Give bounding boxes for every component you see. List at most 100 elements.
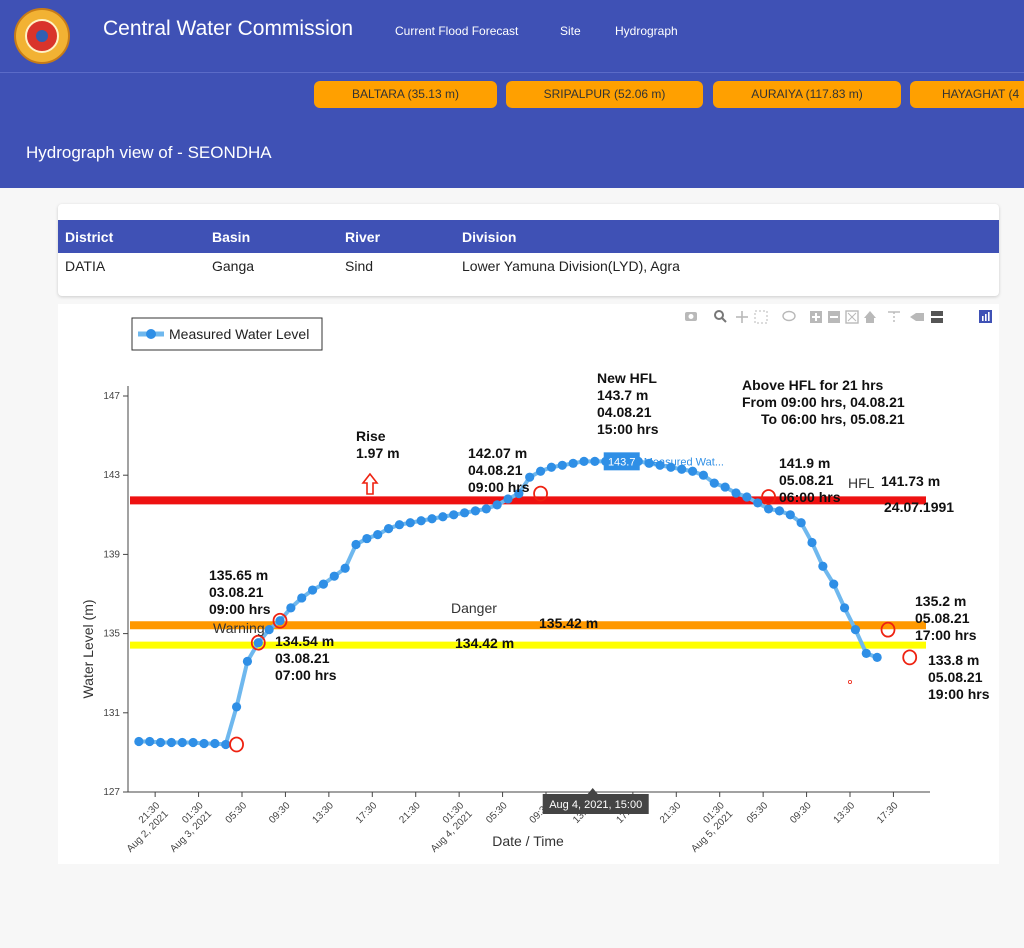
data-point bbox=[286, 603, 296, 613]
annotation-text: 04.08.21 bbox=[468, 462, 523, 478]
brand-title[interactable]: Central Water Commission bbox=[103, 17, 354, 40]
nav-site[interactable]: Site bbox=[560, 24, 581, 38]
data-point bbox=[449, 510, 459, 520]
highlight-ring bbox=[272, 612, 288, 629]
data-point bbox=[579, 456, 589, 466]
x-axis-title: Date / Time bbox=[492, 833, 564, 849]
autoscale-icon[interactable] bbox=[845, 310, 859, 324]
x-tick-label-line: 13:30 bbox=[311, 800, 337, 826]
data-point bbox=[145, 736, 155, 747]
data-point bbox=[470, 506, 481, 516]
data-point bbox=[297, 593, 307, 603]
annotation-text: 141.9 m bbox=[779, 455, 830, 471]
hover-tooltip: 143.7 Measured Wat... Aug 4, 2021, 15:00 bbox=[542, 452, 724, 814]
y-tick-label: 127 bbox=[103, 787, 120, 798]
page-title: Hydrograph view of - SEONDHA bbox=[26, 143, 272, 162]
hover-closest-icon[interactable] bbox=[910, 313, 924, 321]
x-tick-label-line: 13:30 bbox=[832, 800, 858, 826]
data-point bbox=[774, 506, 785, 516]
y-tick-label: 131 bbox=[103, 708, 120, 719]
nav-current-flood-forecast[interactable]: Current Flood Forecast bbox=[395, 24, 519, 38]
annotation-text: 135.65 m bbox=[209, 567, 268, 583]
data-point bbox=[166, 737, 177, 748]
legend-label: Measured Water Level bbox=[169, 326, 309, 342]
annotation-text: 04.08.21 bbox=[597, 404, 652, 420]
nav-hydrograph[interactable]: Hydrograph bbox=[615, 24, 678, 38]
data-point bbox=[318, 579, 329, 589]
zoom-in-icon[interactable] bbox=[810, 311, 822, 323]
top-navbar: Central Water Commission Current Flood F… bbox=[0, 0, 1024, 72]
data-point bbox=[264, 625, 274, 635]
legend-marker bbox=[146, 329, 156, 339]
title-bar: Hydrograph view of - SEONDHA bbox=[0, 116, 1024, 188]
zoom-icon[interactable] bbox=[714, 310, 727, 323]
pan-icon[interactable] bbox=[736, 311, 748, 323]
zoom-out-icon[interactable] bbox=[828, 311, 840, 323]
hover-series-text: Measured Wat... bbox=[644, 456, 724, 468]
home-icon[interactable] bbox=[864, 311, 876, 323]
data-point bbox=[546, 462, 557, 472]
reference-label: Danger bbox=[451, 600, 497, 616]
station-button[interactable]: BALTARA (35.13 m) bbox=[314, 81, 497, 108]
x-tick-label-line: 17:30 bbox=[354, 800, 380, 826]
data-point bbox=[709, 478, 719, 488]
data-point bbox=[861, 648, 871, 658]
rise-arrow-icon bbox=[361, 472, 379, 495]
data-point bbox=[666, 462, 676, 472]
data-point bbox=[275, 616, 285, 626]
x-tick-label: 17:30 bbox=[354, 800, 380, 826]
x-tick-label-line: 21:30 bbox=[658, 800, 684, 826]
cell-basin: Ganga bbox=[212, 258, 255, 274]
annotation-text: To 06:00 hrs, 05.08.21 bbox=[761, 411, 905, 427]
data-point bbox=[329, 571, 339, 581]
data-point bbox=[796, 518, 806, 528]
camera-icon[interactable] bbox=[685, 312, 697, 321]
highlighted-points bbox=[229, 485, 918, 753]
annotation-text: New HFL bbox=[597, 370, 657, 386]
data-point bbox=[177, 737, 187, 748]
reference-date-label: 24.07.1991 bbox=[884, 499, 954, 515]
chart-legend[interactable]: Measured Water Level bbox=[131, 317, 323, 351]
hover-value-text: 143.7 bbox=[608, 456, 636, 468]
annotation-text: Rise bbox=[356, 428, 386, 444]
hydrograph-svg[interactable]: Measured Water Level Date / Time Water L… bbox=[58, 304, 999, 864]
cwc-logo[interactable] bbox=[14, 8, 70, 64]
annotation-text: 134.54 m bbox=[275, 633, 334, 649]
station-button[interactable]: HAYAGHAT (4 bbox=[910, 81, 1024, 108]
annotation-text: 135.2 m bbox=[915, 593, 966, 609]
header-river: River bbox=[345, 229, 381, 245]
annotation-text: 143.7 m bbox=[597, 387, 648, 403]
header-district: District bbox=[65, 229, 114, 245]
reference-label: Warning bbox=[213, 620, 265, 636]
annotation-text: 03.08.21 bbox=[209, 584, 264, 600]
data-point bbox=[188, 737, 198, 748]
x-tick-label-line: 09:30 bbox=[788, 800, 814, 826]
x-tick-label: 21:30 bbox=[658, 800, 684, 826]
box-select-icon[interactable] bbox=[754, 310, 768, 324]
annotation-text: 06:00 hrs bbox=[779, 489, 841, 505]
data-point bbox=[590, 456, 600, 466]
station-button[interactable]: SRIPALPUR (52.06 m) bbox=[506, 81, 703, 108]
header-basin: Basin bbox=[212, 229, 251, 245]
data-point bbox=[199, 738, 209, 749]
annotation-text: 19:00 hrs bbox=[928, 686, 990, 702]
data-point bbox=[742, 492, 752, 502]
data-point bbox=[221, 739, 231, 750]
annotation-text: 09:00 hrs bbox=[468, 479, 530, 495]
y-tick-label: 139 bbox=[103, 549, 120, 560]
hover-compare-icon[interactable] bbox=[931, 311, 943, 323]
lasso-select-icon[interactable] bbox=[782, 310, 796, 322]
station-button[interactable]: AURAIYA (117.83 m) bbox=[713, 81, 901, 108]
plotly-logo-icon[interactable] bbox=[979, 310, 992, 323]
annotation-text: 03.08.21 bbox=[275, 650, 330, 666]
y-tick-label: 143 bbox=[103, 470, 120, 481]
data-point bbox=[514, 489, 524, 499]
highlight-ring bbox=[533, 485, 548, 502]
spike-lines-icon[interactable] bbox=[888, 311, 900, 322]
data-point bbox=[383, 524, 394, 534]
site-info-table: District Basin River Division DATIA Gang… bbox=[58, 204, 999, 296]
data-point bbox=[535, 466, 546, 476]
data-point bbox=[231, 702, 242, 712]
x-tick-label: 13:30 bbox=[832, 800, 858, 826]
